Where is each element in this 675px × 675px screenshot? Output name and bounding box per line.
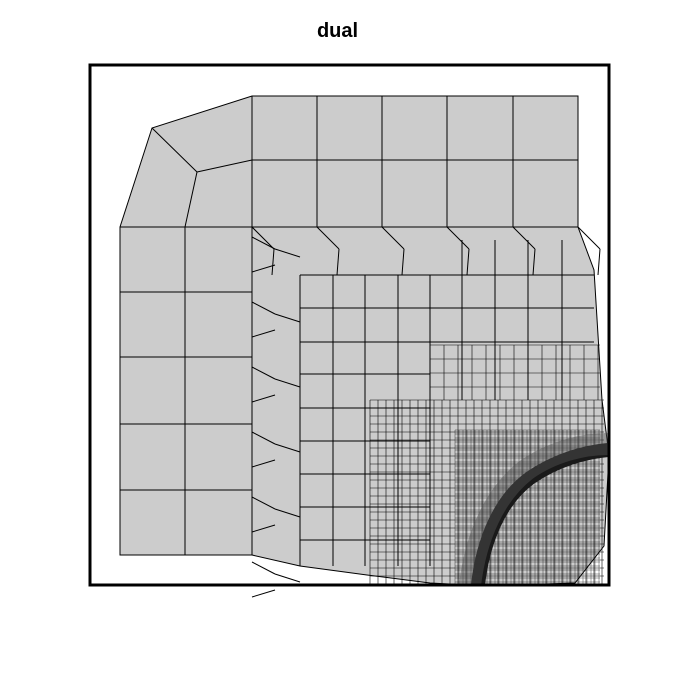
mesh-edge: [251, 524, 276, 533]
mesh-edge: [381, 226, 405, 250]
mesh-edge: [251, 589, 276, 598]
mesh-edge: [196, 159, 253, 173]
mesh-edge: [274, 443, 301, 453]
mesh-edge: [274, 573, 301, 583]
mesh-edge: [274, 508, 301, 518]
mesh-edge: [251, 496, 276, 510]
mesh-edge: [184, 171, 198, 228]
mesh-edge: [597, 248, 601, 276]
mesh-edge: [316, 226, 340, 250]
mesh-edge: [532, 248, 536, 276]
mesh-edge: [336, 248, 340, 276]
plot-title: dual: [316, 20, 359, 42]
mesh-edge: [512, 226, 536, 250]
mesh-cell-edges: [120, 95, 601, 598]
mesh-edge: [251, 394, 276, 403]
mesh-edge: [251, 236, 276, 250]
mesh-edge: [274, 313, 301, 323]
mesh-edge: [274, 378, 301, 388]
mesh-edge: [151, 127, 198, 173]
mesh-edge: [251, 329, 276, 338]
mesh-edge: [446, 226, 470, 250]
mesh-edge: [251, 561, 276, 575]
mesh-edge: [466, 248, 470, 276]
mesh-edge: [577, 226, 601, 250]
mesh-edge: [271, 248, 275, 276]
mesh-edge: [251, 431, 276, 445]
mesh-edge: [251, 264, 276, 273]
mesh-edge: [274, 248, 301, 258]
mesh-edge: [251, 366, 276, 380]
mesh-edge: [251, 459, 276, 468]
mesh-edge: [251, 301, 276, 315]
plot-frame: [88, 63, 611, 587]
mesh-edge: [251, 226, 275, 250]
mesh-edge: [401, 248, 405, 276]
refined-interface-band: [471, 443, 609, 586]
refined-interface-band-edge: [459, 433, 609, 587]
